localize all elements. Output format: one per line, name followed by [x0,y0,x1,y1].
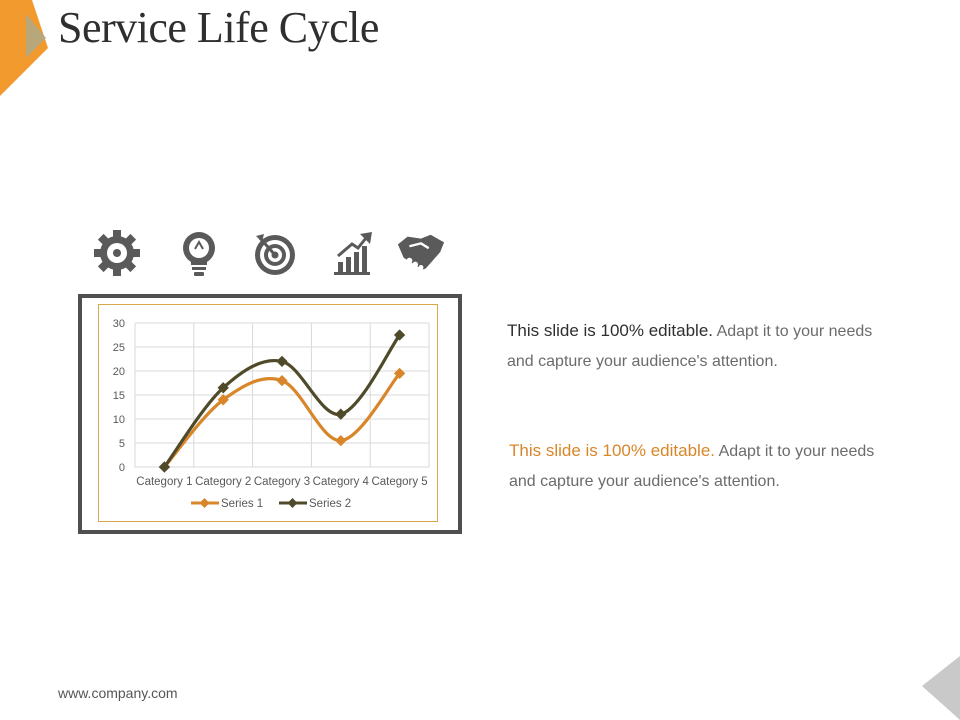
icon-row [92,228,452,280]
x-tick-label: Category 3 [254,476,310,488]
series-2-point [335,408,347,420]
series-1-point [276,374,288,387]
y-tick-label: 10 [113,414,125,426]
page-title: Service Life Cycle [58,3,379,52]
gear-icon [94,230,140,276]
series-1-point [335,434,347,447]
y-tick-label: 5 [119,438,125,450]
chart-frame: 0 5 10 15 20 25 30 Category 1 Category 2 Category… [78,294,462,534]
series-1-line [162,371,402,469]
text-block-1-lead: This slide is 100% editable. [507,321,714,340]
y-tick-label: 20 [113,366,125,378]
corner-accent-bottom-right [922,656,960,720]
series-2-point [276,355,288,368]
legend-marker-series-2 [287,498,298,508]
y-tick-label: 30 [113,318,125,330]
text-block-2: This slide is 100% editable. Adapt it to… [509,436,889,497]
y-tick-label: 15 [113,390,125,402]
target-icon [255,234,295,275]
series-2-point [217,382,229,394]
x-tick-label: Category 1 [136,476,192,488]
x-tick-label: Category 4 [313,476,370,488]
y-tick-label: 0 [119,462,125,474]
text-block-2-lead: This slide is 100% editable. [509,441,716,460]
growth-chart-icon [334,232,372,275]
series-2-line [162,333,402,469]
legend-label-series-2: Series 2 [309,498,351,510]
chart-panel: 0 5 10 15 20 25 30 Category 1 Category 2 Category… [98,304,438,522]
series-2-point [158,461,171,473]
x-tick-label: Category 2 [195,476,251,488]
lightbulb-icon [183,232,215,276]
y-tick-label: 25 [113,342,125,354]
legend-label-series-1: Series 1 [221,498,263,510]
handshake-icon [397,234,445,270]
footer-url: www.company.com [58,685,178,701]
text-block-2-body: Adapt it to your needs and capture your … [509,443,875,490]
x-tick-label: Category 5 [371,476,427,488]
text-block-1: This slide is 100% editable. Adapt it to… [507,316,887,377]
text-block-1-body: Adapt it to your needs and capture your … [507,323,873,370]
corner-accent-top-left [0,0,48,96]
legend-marker-series-1 [199,498,210,508]
series-1-point [217,394,229,406]
